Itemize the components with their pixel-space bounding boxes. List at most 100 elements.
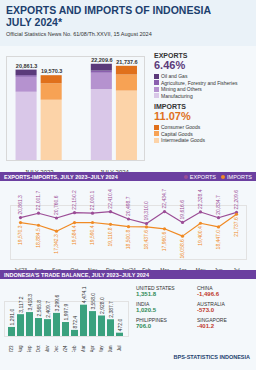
svg-text:Jan'24: Jan'24 bbox=[121, 267, 136, 270]
svg-text:20,861.3: 20,861.3 bbox=[16, 63, 37, 69]
svg-text:Oct: Oct bbox=[36, 345, 41, 352]
html-text:6.46%: 6.46% bbox=[154, 59, 186, 71]
svg-text:May: May bbox=[196, 267, 206, 270]
svg-text:4,474.1: 4,474.1 bbox=[81, 286, 87, 303]
svg-text:19,590.4: 19,590.4 bbox=[89, 225, 95, 245]
svg-text:20,834.7: 20,834.7 bbox=[215, 195, 221, 215]
svg-text:18,500.8: 18,500.8 bbox=[125, 229, 131, 249]
svg-text:Nov: Nov bbox=[88, 267, 97, 270]
svg-text:2,387.7: 2,387.7 bbox=[108, 301, 114, 318]
html-text:EXPORTS AND IMPORTS OF INDONES: EXPORTS AND IMPORTS OF INDONESIA bbox=[6, 4, 211, 16]
svg-text:Mar: Mar bbox=[81, 345, 86, 352]
svg-text:22,150.2: 22,150.2 bbox=[71, 190, 77, 210]
svg-text:JULY 2024: JULY 2024 bbox=[100, 169, 130, 172]
svg-text:Aug: Aug bbox=[18, 345, 23, 352]
svg-text:Jun: Jun bbox=[108, 345, 113, 352]
svg-text:May: May bbox=[99, 345, 104, 352]
svg-text:19,584.4: 19,584.4 bbox=[71, 225, 77, 245]
html-text:-573.0: -573.0 bbox=[197, 307, 214, 313]
svg-text:22,209.6: 22,209.6 bbox=[233, 190, 239, 210]
svg-text:18,437.6: 18,437.6 bbox=[143, 230, 149, 250]
svg-text:472.0: 472.0 bbox=[117, 318, 123, 331]
html-text:1,020.5: 1,020.5 bbox=[136, 307, 156, 313]
svg-text:Jul'23: Jul'23 bbox=[9, 345, 14, 352]
svg-text:Jul'23: Jul'23 bbox=[14, 267, 27, 270]
svg-text:22,000.1: 22,000.1 bbox=[89, 191, 95, 211]
svg-text:20,498.7: 20,498.7 bbox=[125, 196, 131, 216]
svg-text:22,209.6: 22,209.6 bbox=[91, 57, 112, 63]
svg-text:19,570.3: 19,570.3 bbox=[17, 225, 23, 245]
svg-text:JULY 2023: JULY 2023 bbox=[25, 169, 55, 172]
svg-text:Nov: Nov bbox=[45, 345, 50, 352]
svg-text:Oct: Oct bbox=[71, 267, 79, 270]
html-text:EXPORTS: EXPORTS bbox=[154, 52, 188, 59]
svg-text:Mar: Mar bbox=[160, 267, 169, 270]
svg-text:20,861.3: 20,861.3 bbox=[17, 195, 23, 215]
html-text:1,351.8: 1,351.8 bbox=[136, 291, 156, 297]
html-text:UNITED STATES: UNITED STATES bbox=[136, 285, 175, 291]
html-text:Mining and Others: Mining and Others bbox=[161, 86, 202, 92]
svg-text:16,058.6: 16,058.6 bbox=[179, 239, 185, 259]
svg-text:1,291.0: 1,291.0 bbox=[9, 309, 15, 326]
svg-text:3,117.2: 3,117.2 bbox=[18, 296, 24, 313]
svg-text:21,737.6: 21,737.6 bbox=[233, 217, 239, 237]
svg-text:1,997.9: 1,997.9 bbox=[63, 304, 69, 321]
svg-text:19,110.8: 19,110.8 bbox=[107, 227, 113, 246]
svg-text:Jul: Jul bbox=[117, 346, 122, 352]
svg-text:Jun: Jun bbox=[214, 267, 222, 270]
svg-text:19,570.3: 19,570.3 bbox=[41, 68, 62, 74]
svg-text:2,409.7: 2,409.7 bbox=[45, 301, 51, 318]
html-text:AUSTRALIA: AUSTRALIA bbox=[197, 301, 225, 307]
html-text:INDIA: INDIA bbox=[136, 301, 150, 307]
svg-text:19,310.0: 19,310.0 bbox=[143, 201, 149, 221]
svg-text:Apr: Apr bbox=[179, 267, 187, 270]
svg-text:3,299.6: 3,299.6 bbox=[54, 295, 60, 312]
svg-text:872.4: 872.4 bbox=[72, 316, 78, 329]
svg-text:22,434.7: 22,434.7 bbox=[161, 189, 167, 209]
svg-text:Feb: Feb bbox=[72, 345, 77, 352]
html-text:JULY 2024*: JULY 2024* bbox=[6, 16, 63, 28]
html-text:IMPORTS: IMPORTS bbox=[227, 173, 252, 180]
html-text:Agriculture, Forestry and Fish: Agriculture, Forestry and Fisheries bbox=[161, 79, 238, 86]
svg-text:Dec: Dec bbox=[54, 345, 59, 352]
html-text:Oil and Gas: Oil and Gas bbox=[161, 73, 188, 79]
svg-text:Sep: Sep bbox=[27, 345, 32, 352]
svg-text:17,342.3: 17,342.3 bbox=[53, 234, 59, 254]
svg-text:3,418.3: 3,418.3 bbox=[27, 294, 33, 311]
html-text:Official Statistics News No. 6: Official Statistics News No. 61/08/Th.XX… bbox=[6, 31, 152, 37]
html-text:Consumer Goods: Consumer Goods bbox=[161, 124, 201, 130]
html-text:EXPORTS-IMPORTS, JULY 2023–JUL: EXPORTS-IMPORTS, JULY 2023–JULY 2024 bbox=[4, 173, 118, 180]
svg-text:22,328.4: 22,328.4 bbox=[197, 189, 203, 209]
svg-text:Dec: Dec bbox=[106, 267, 115, 270]
html-text:IMPORTS: IMPORTS bbox=[154, 103, 186, 110]
svg-text:19,400.4: 19,400.4 bbox=[197, 226, 203, 246]
svg-text:20,760.6: 20,760.6 bbox=[53, 195, 59, 215]
svg-text:Jan'24: Jan'24 bbox=[63, 345, 68, 352]
svg-text:18,447.0: 18,447.0 bbox=[215, 230, 221, 250]
html-text:Capital Goods: Capital Goods bbox=[161, 130, 193, 137]
svg-text:19,616.6: 19,616.6 bbox=[179, 200, 185, 220]
svg-text:Jul: Jul bbox=[233, 267, 239, 270]
svg-text:Sep: Sep bbox=[52, 267, 61, 270]
svg-text:Apr: Apr bbox=[90, 345, 95, 352]
svg-text:22,001.7: 22,001.7 bbox=[35, 191, 41, 211]
html-text:-1,496.6: -1,496.6 bbox=[197, 291, 219, 297]
svg-text:22,410.4: 22,410.4 bbox=[107, 189, 113, 209]
html-text:Intermediate Goods: Intermediate Goods bbox=[161, 137, 205, 143]
html-text:CHINA: CHINA bbox=[197, 285, 213, 291]
svg-text:Feb: Feb bbox=[142, 267, 151, 270]
svg-text:17,960.6: 17,960.6 bbox=[161, 232, 167, 252]
svg-text:2,928.0: 2,928.0 bbox=[99, 297, 105, 314]
html-text:PHILIPPINES: PHILIPPINES bbox=[136, 317, 167, 323]
html-text:INDONESIA'S TRADE BALANCE, JUL: INDONESIA'S TRADE BALANCE, JULY 2023–JUL… bbox=[4, 271, 149, 278]
html-text:Manufacturing: Manufacturing bbox=[161, 92, 193, 99]
html-text:11.07%: 11.07% bbox=[154, 110, 191, 122]
svg-text:Aug: Aug bbox=[34, 267, 43, 270]
html-text:706.0: 706.0 bbox=[136, 323, 151, 329]
html-text:EXPORTS: EXPORTS bbox=[189, 173, 216, 180]
svg-text:2,565.8: 2,565.8 bbox=[36, 300, 42, 317]
svg-text:21,737.6: 21,737.6 bbox=[116, 59, 137, 65]
html-text:SINGAPORE: SINGAPORE bbox=[197, 317, 227, 323]
svg-text:18,884.5: 18,884.5 bbox=[35, 228, 41, 248]
svg-text:3,558.0: 3,558.0 bbox=[90, 293, 96, 310]
